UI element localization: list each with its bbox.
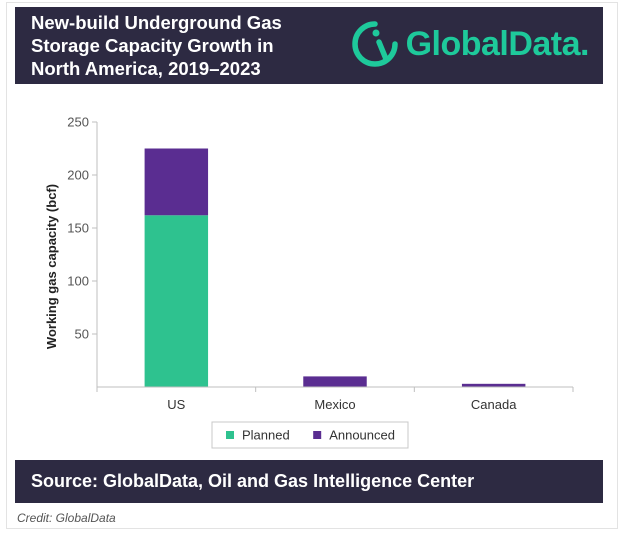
y-axis-title: Working gas capacity (bcf) [44, 184, 59, 349]
x-category-label: US [167, 397, 185, 412]
source-text: Source: GlobalData, Oil and Gas Intellig… [31, 471, 475, 491]
bar-announced-mexico [303, 376, 367, 387]
x-category-label: Canada [471, 397, 517, 412]
bar-planned-us [144, 215, 209, 387]
credit-text: Credit: GlobalData [17, 511, 116, 525]
bar-chart: 50 100 150 200 250 US Mexico Canada Working ga… [44, 115, 574, 449]
legend: Planned Announced [211, 421, 409, 449]
x-category-label: Mexico [314, 397, 355, 412]
y-tick-label: 50 [75, 327, 89, 342]
chart-header: New-build Underground Gas Storage Capaci… [15, 7, 603, 84]
y-tick-label: 200 [67, 168, 89, 183]
x-axis: US Mexico Canada [96, 386, 574, 412]
chart-title: New-build Underground Gas Storage Capaci… [31, 12, 282, 79]
y-axis: 50 100 150 200 250 [67, 115, 98, 387]
bar-announced-us [144, 148, 209, 216]
brand: GlobalData. [350, 19, 590, 69]
y-tick-label: 100 [67, 274, 89, 289]
y-tick-label: 150 [67, 221, 89, 236]
y-tick-label: 250 [67, 115, 89, 130]
legend-label-planned: Planned [242, 428, 290, 443]
legend-label-announced: Announced [329, 428, 395, 443]
legend-box [211, 421, 409, 449]
legend-swatch-planned [226, 431, 234, 439]
legend-swatch-announced [313, 431, 322, 439]
source-banner: Source: GlobalData, Oil and Gas Intellig… [15, 460, 603, 503]
bar-announced-canada [461, 383, 526, 387]
globaldata-logo-icon [351, 21, 398, 67]
bars [144, 148, 526, 387]
brand-name: GlobalData. [405, 24, 590, 63]
